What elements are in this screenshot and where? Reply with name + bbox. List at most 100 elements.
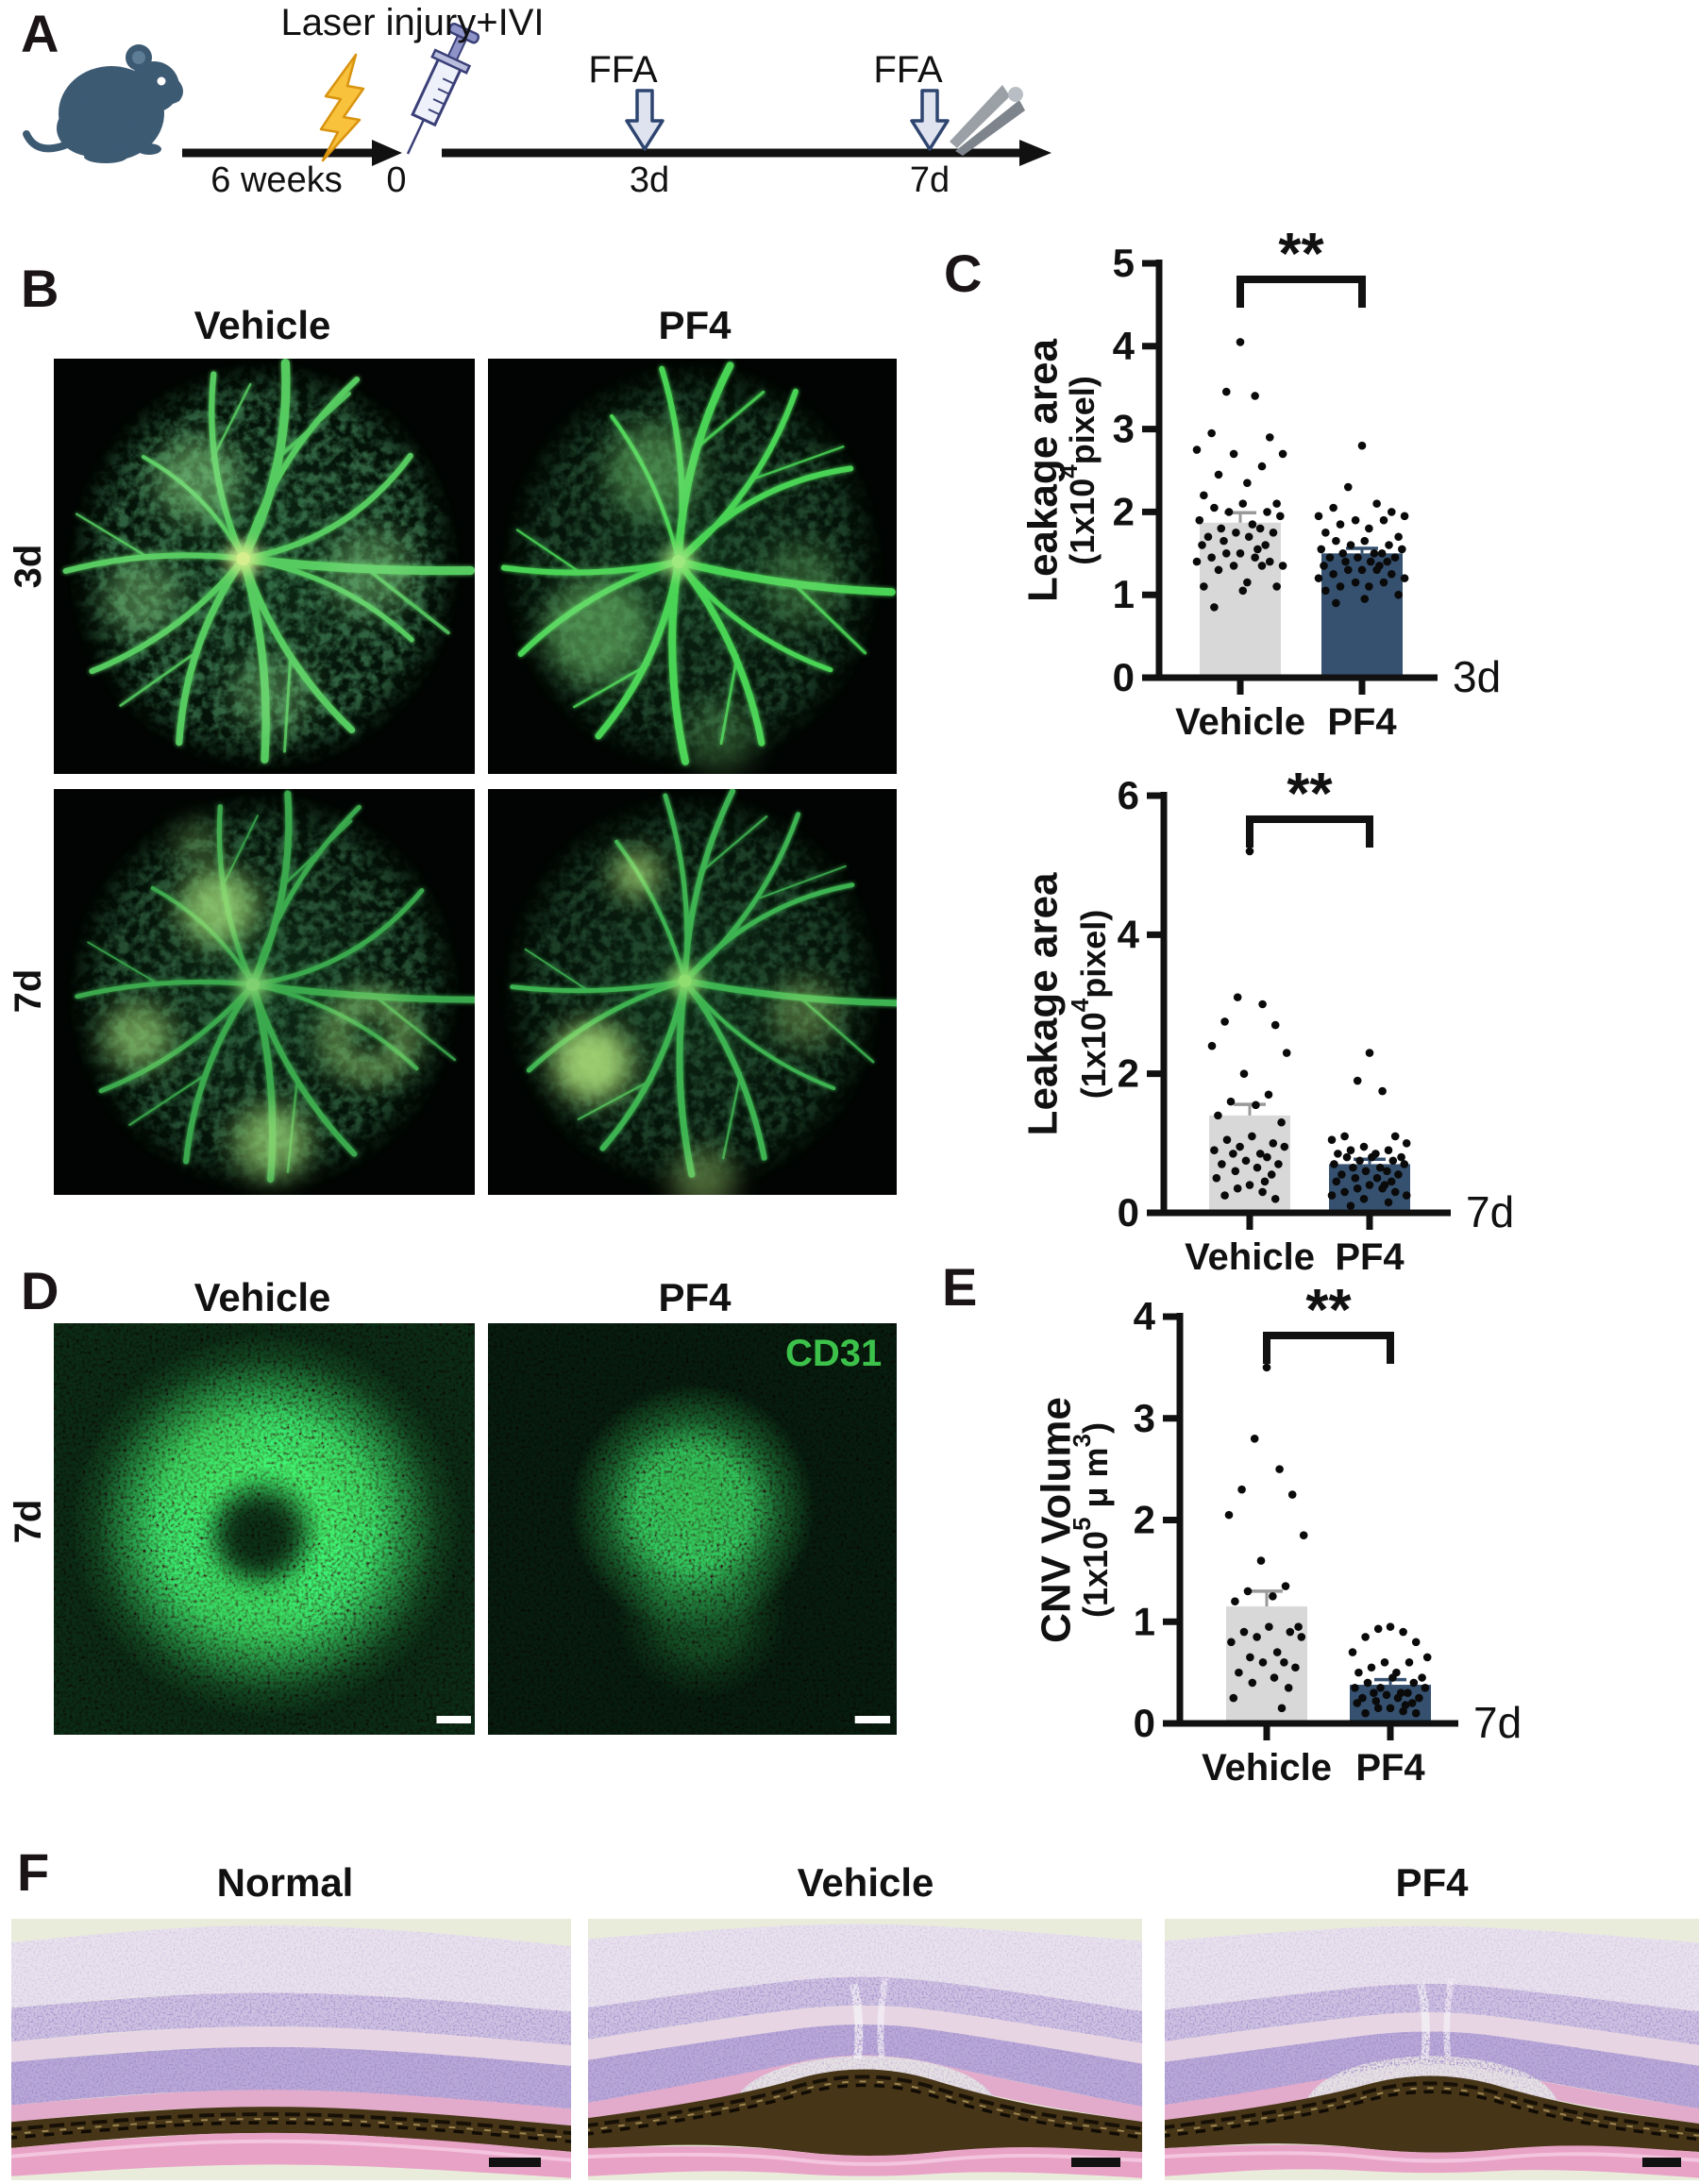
- y-axis-sublabel: (1x104pixel): [1054, 376, 1102, 565]
- panel-f-header-normal: Normal: [216, 1860, 354, 1905]
- timeline-start-label: 6 weeks: [210, 160, 343, 200]
- scatter-vehicle: [1207, 847, 1291, 1203]
- significance-stars: **: [1305, 1279, 1352, 1343]
- leakage-ring: [323, 992, 416, 1081]
- forceps-icon: [950, 85, 1025, 156]
- time-label: 7d: [1473, 1698, 1522, 1747]
- cnv-image-vehicle: [54, 1323, 475, 1735]
- panel-d-header-vehicle: Vehicle: [193, 1275, 331, 1319]
- cnv-volume-chart: 0 1 2 3 4 Vehicle PF4 7d ** CNV Volume(1x105 μ m3…: [1034, 1279, 1522, 1789]
- panel-d-label: D: [21, 1261, 59, 1320]
- leakage-spot: [772, 979, 839, 1046]
- panel-d-row-label-7d: 7d: [8, 1499, 49, 1544]
- panel-f-header-pf4: PF4: [1395, 1860, 1469, 1905]
- syringe-icon: [406, 22, 480, 155]
- significance-bracket: [1263, 1332, 1394, 1364]
- ffa-label-3d: FFA: [588, 49, 658, 91]
- bar-pf4: [1350, 1685, 1431, 1723]
- panel-c-label: C: [944, 244, 983, 303]
- y-axis-label: Leakage area: [1020, 339, 1067, 602]
- y-tick-label: 2: [1134, 1498, 1155, 1542]
- leakage-area-7d-chart: 0 2 4 6 Vehicle PF4 7d ** Leakage area (1x104pixe…: [1020, 764, 1515, 1278]
- scatter-pf4: [1314, 441, 1409, 608]
- laser-bolt-icon: [319, 53, 365, 162]
- y-tick-label: 6: [1118, 773, 1139, 817]
- ffa-image-vehicle-7d: [54, 789, 475, 1195]
- x-category-label: Vehicle: [1202, 1747, 1332, 1789]
- scale-bar: [854, 1716, 891, 1723]
- leakage-spot: [682, 698, 758, 774]
- significance-bracket: [1236, 276, 1366, 308]
- y-tick-label: 3: [1113, 407, 1135, 451]
- y-tick-label: 0: [1134, 1701, 1155, 1745]
- y-axis-label: Leakage area: [1020, 872, 1067, 1135]
- scale-bar: [1071, 2158, 1120, 2167]
- leakage-spot: [327, 529, 416, 615]
- y-tick-label: 1: [1134, 1599, 1155, 1643]
- ffa-image-pf4-3d: [488, 359, 897, 774]
- leakage-spot: [671, 1149, 735, 1195]
- y-axis-sublabel: (1x104pixel): [1066, 910, 1113, 1100]
- leakage-spot: [174, 822, 221, 867]
- y-tick-label: 2: [1113, 489, 1135, 533]
- timeline-arrow-1: [182, 140, 402, 166]
- scale-bar: [436, 1716, 471, 1723]
- scatter-pf4: [1327, 1049, 1411, 1210]
- y-tick-label: 4: [1113, 324, 1135, 368]
- y-axis-sublabel: (1x105 μ m3): [1068, 1422, 1115, 1618]
- y-tick-label: 5: [1113, 241, 1135, 285]
- cnv-image-pf4: [488, 1323, 897, 1735]
- time-label: 7d: [1466, 1187, 1514, 1236]
- leakage-spot: [231, 655, 312, 734]
- ffa-arrow-icon-7d: [910, 89, 950, 151]
- ffa-arrow-icon-3d: [625, 89, 664, 151]
- panel-f-header-vehicle: Vehicle: [797, 1860, 934, 1905]
- x-category-label: Vehicle: [1175, 701, 1305, 743]
- leakage-spot: [103, 559, 180, 634]
- timeline-diagram: [23, 22, 1051, 166]
- significance-stars: **: [1287, 764, 1333, 827]
- timeline-7d-label: 7d: [909, 160, 950, 200]
- panel-d-header-pf4: PF4: [658, 1275, 732, 1319]
- leakage-spot: [614, 851, 660, 897]
- scatter-vehicle: [1192, 338, 1287, 612]
- retinal-vessels: [510, 789, 897, 1178]
- histology-image-normal: [11, 1919, 571, 2180]
- significance-bracket: [1246, 815, 1373, 848]
- cd31-stain-label: CD31: [785, 1333, 883, 1374]
- y-axis-label: CNV Volume: [1034, 1397, 1080, 1643]
- x-category-label: Vehicle: [1185, 1236, 1315, 1278]
- time-label: 3d: [1453, 652, 1501, 701]
- scale-bar: [1642, 2158, 1681, 2167]
- retinal-vessels: [62, 359, 475, 764]
- x-category-label: PF4: [1355, 1747, 1425, 1789]
- y-tick-label: 4: [1134, 1294, 1156, 1338]
- histology-image-vehicle: [588, 1919, 1142, 2180]
- ffa-image-vehicle-3d: [54, 359, 475, 774]
- leakage-spot: [155, 438, 240, 521]
- y-tick-label: 2: [1118, 1051, 1139, 1096]
- timeline-title: Laser injury+IVI: [280, 2, 545, 43]
- panel-e-label: E: [942, 1257, 978, 1317]
- panel-b-row-label-3d: 3d: [8, 544, 49, 589]
- panel-b-label: B: [21, 259, 59, 318]
- x-category-label: PF4: [1327, 701, 1397, 743]
- timeline-arrow-2: [442, 140, 1051, 166]
- x-category-label: PF4: [1335, 1236, 1405, 1278]
- panel-f-label: F: [17, 1842, 50, 1902]
- mouse-icon: [23, 44, 183, 163]
- leakage-spot: [552, 1023, 631, 1101]
- leakage-spot: [606, 423, 700, 517]
- ffa-label-7d: FFA: [873, 49, 943, 91]
- y-tick-label: 1: [1113, 572, 1135, 616]
- histology-image-pf4: [1165, 1919, 1699, 2180]
- scatter-vehicle: [1224, 1363, 1308, 1713]
- scale-bar: [489, 2158, 541, 2167]
- leakage-spot: [546, 578, 650, 683]
- y-tick-label: 3: [1134, 1396, 1155, 1440]
- leakage-spot: [179, 870, 257, 945]
- y-tick-label: 4: [1118, 912, 1140, 956]
- timeline-3d-label: 3d: [629, 160, 670, 200]
- ffa-image-pf4-7d: [488, 789, 897, 1195]
